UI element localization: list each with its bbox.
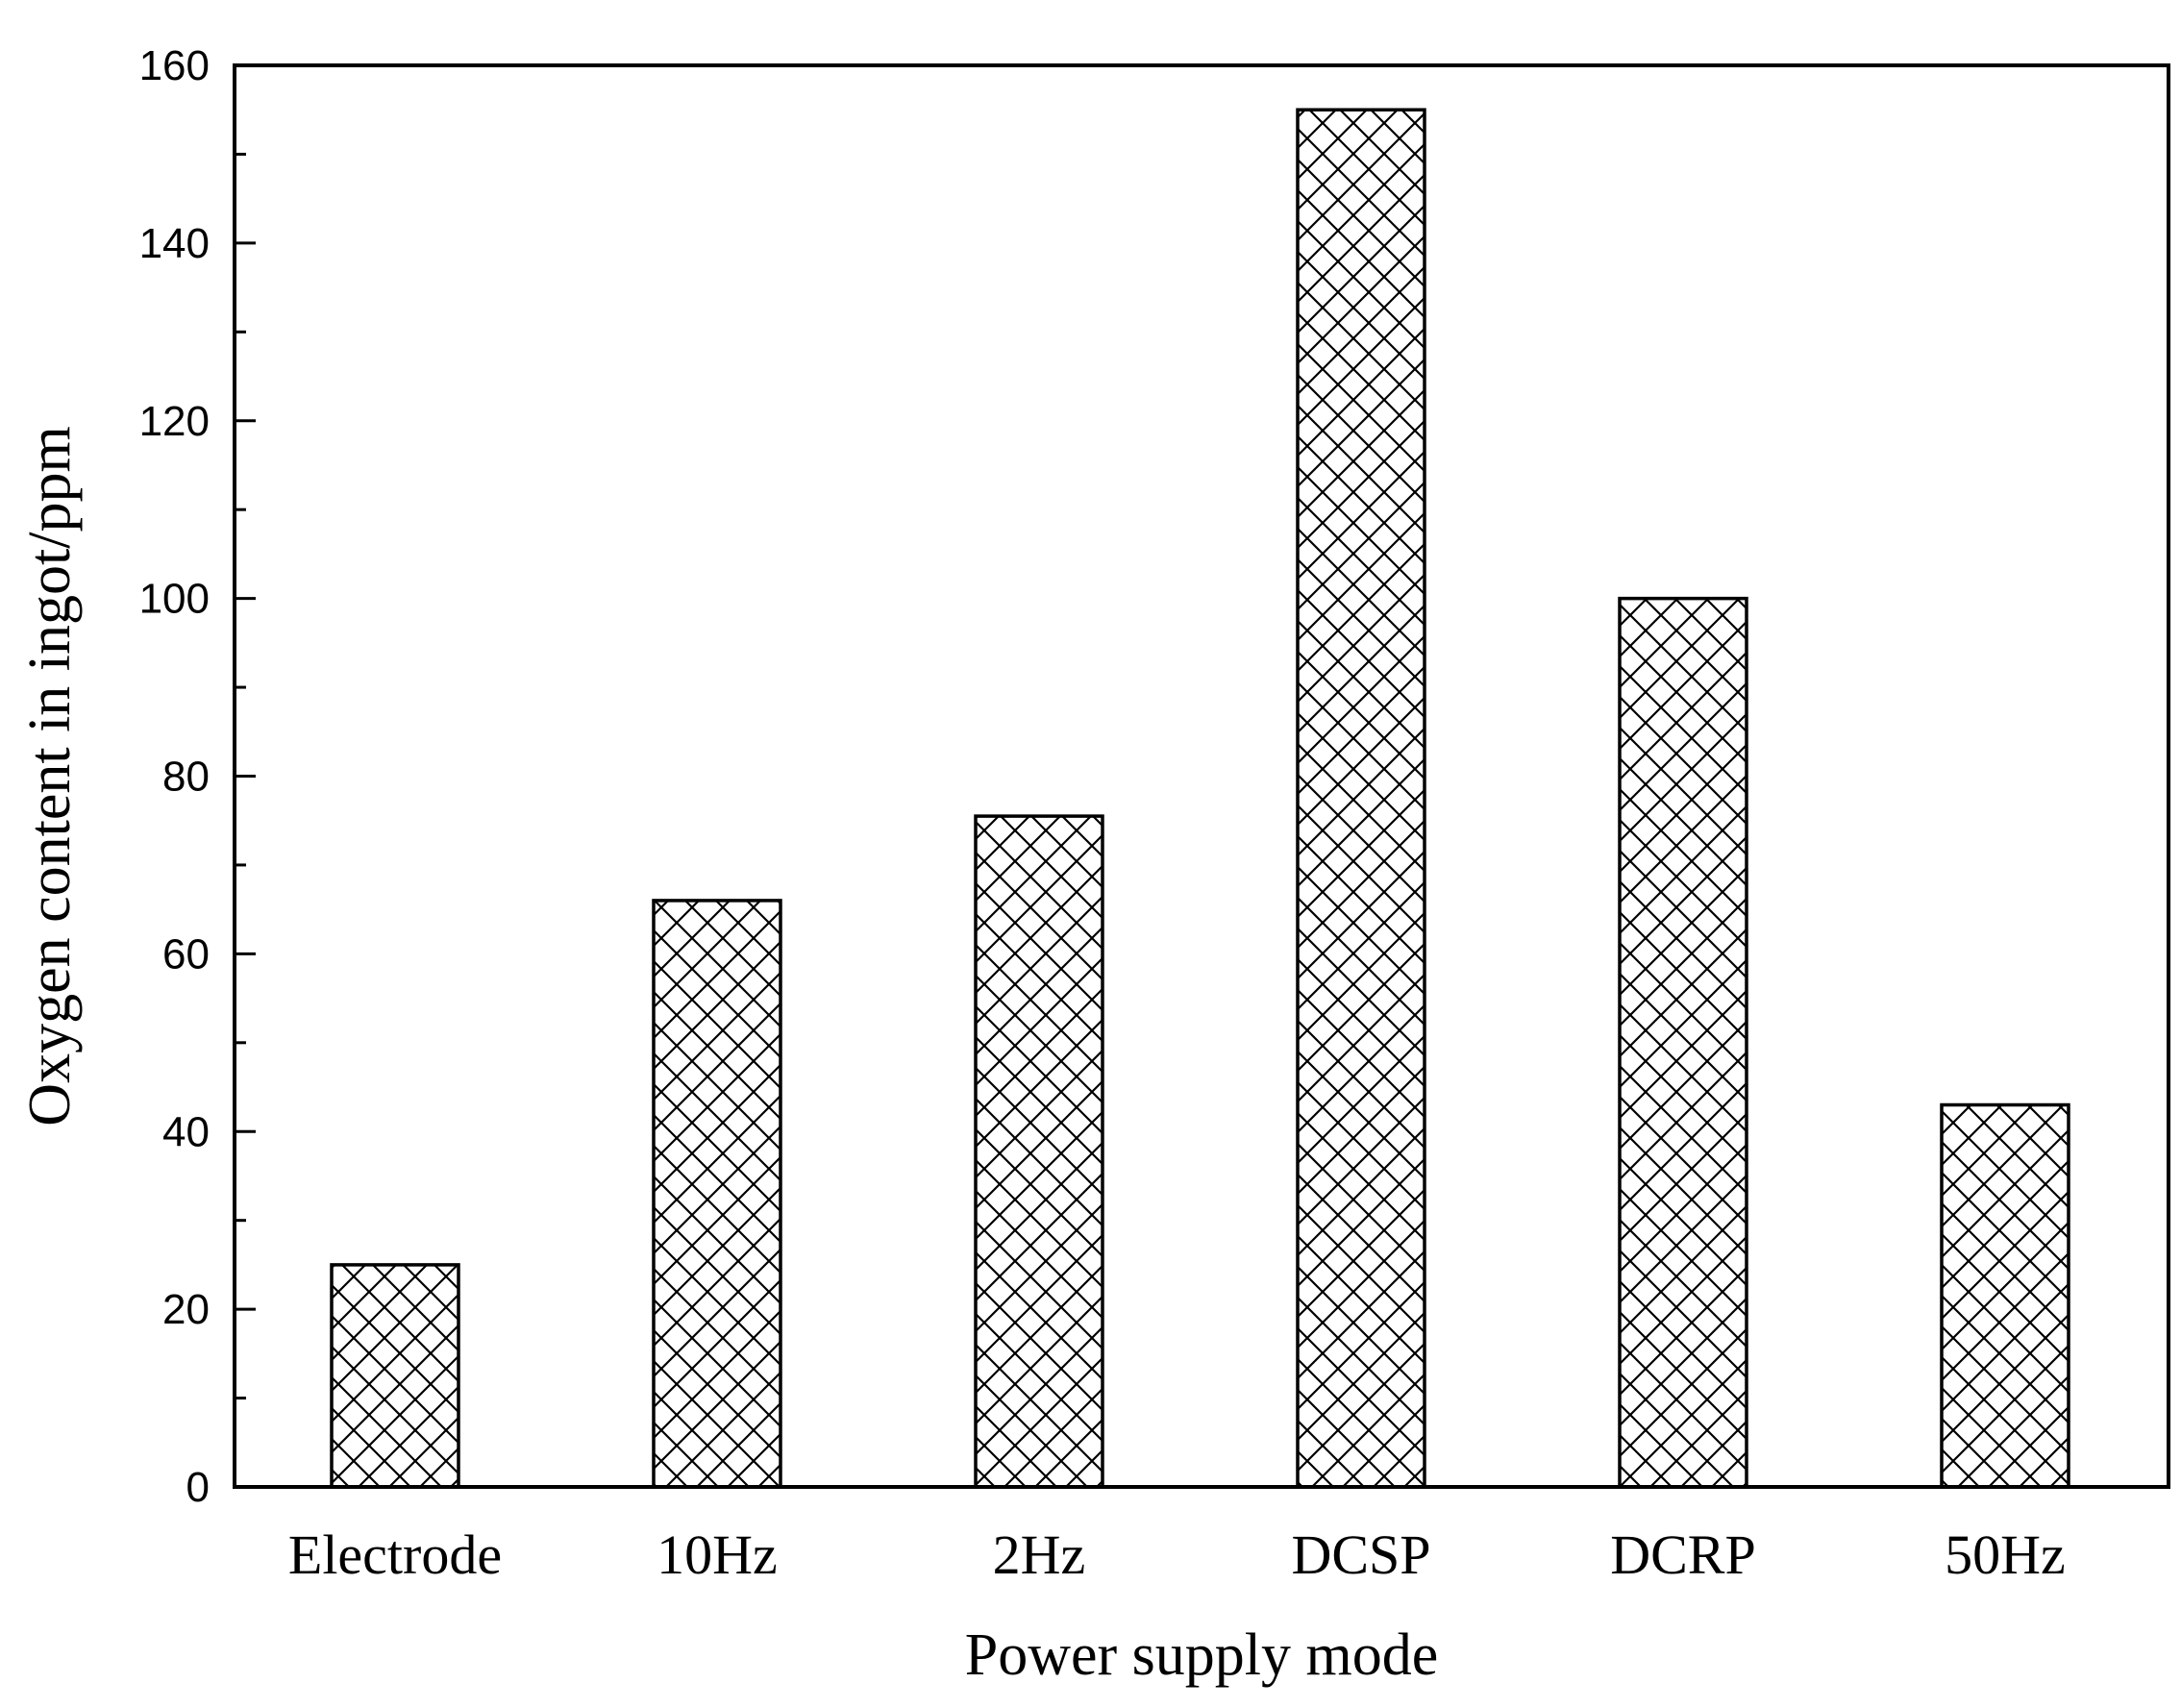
y-tick-label: 60 <box>162 930 210 978</box>
bar-2hz <box>974 814 1104 1489</box>
x-axis-title: Power supply mode <box>965 1622 1439 1688</box>
x-tick-label: 10Hz <box>657 1523 778 1586</box>
bar-dcrp <box>1618 596 1748 1489</box>
y-tick-label: 100 <box>139 576 210 623</box>
bar-50hz <box>1940 1102 2070 1489</box>
y-axis-title: Oxygen content in ingot/ppm <box>17 426 83 1126</box>
bars-group <box>330 108 2070 1489</box>
x-tick-label: DCSP <box>1291 1523 1430 1586</box>
bar-dcsp <box>1296 108 1426 1489</box>
y-axis-ticks: 0 20 40 60 80 100 120 140 160 <box>139 42 256 1511</box>
y-tick-label: 120 <box>139 398 210 445</box>
y-tick-label: 0 <box>186 1464 210 1511</box>
bar-electrode <box>330 1263 460 1489</box>
y-tick-label: 20 <box>162 1286 210 1333</box>
y-tick-label: 80 <box>162 754 210 801</box>
x-tick-label: 50Hz <box>1945 1523 2066 1586</box>
y-tick-label: 160 <box>139 42 210 89</box>
x-tick-label: Electrode <box>288 1523 502 1586</box>
y-tick-label: 140 <box>139 220 210 267</box>
plot-frame <box>233 63 2170 1489</box>
y-tick-label: 40 <box>162 1108 210 1155</box>
x-tick-label: DCRP <box>1610 1523 1756 1586</box>
x-tick-label: 2Hz <box>993 1523 1086 1586</box>
x-axis-labels: Electrode 10Hz 2Hz DCSP DCRP 50Hz <box>288 1523 2066 1586</box>
bar-10hz <box>652 899 782 1489</box>
